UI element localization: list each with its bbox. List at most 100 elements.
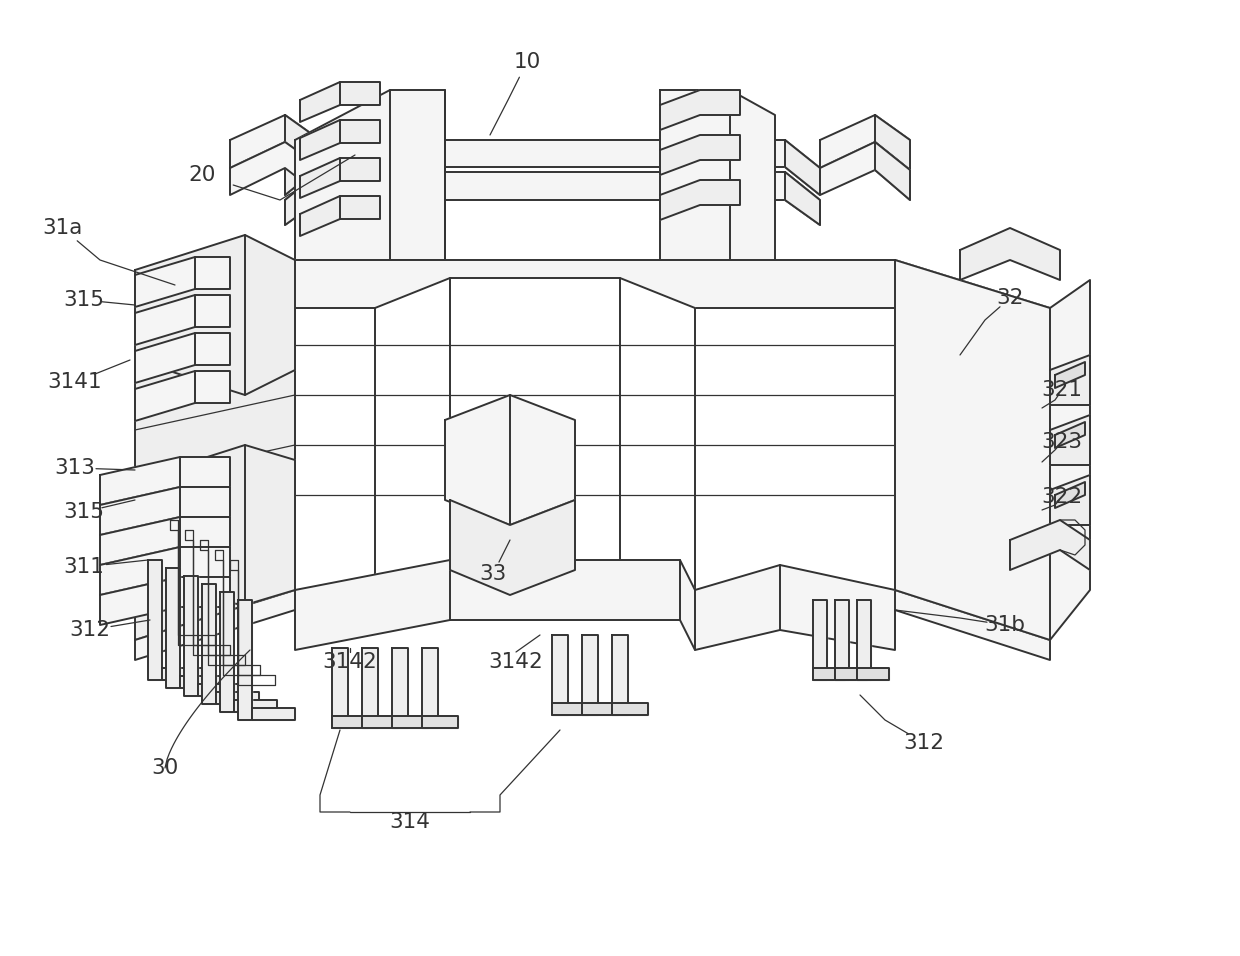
Polygon shape xyxy=(135,445,295,605)
Polygon shape xyxy=(1055,482,1085,508)
Polygon shape xyxy=(135,333,229,383)
Polygon shape xyxy=(332,648,348,728)
Polygon shape xyxy=(362,716,398,728)
Text: 312: 312 xyxy=(904,733,945,753)
Text: 3142: 3142 xyxy=(489,652,543,672)
Polygon shape xyxy=(229,115,320,168)
Polygon shape xyxy=(252,708,295,720)
Polygon shape xyxy=(135,308,295,640)
Polygon shape xyxy=(300,82,379,122)
Polygon shape xyxy=(1055,422,1085,448)
Polygon shape xyxy=(285,172,320,225)
Polygon shape xyxy=(613,703,649,715)
Polygon shape xyxy=(100,487,229,535)
Polygon shape xyxy=(857,600,870,680)
Polygon shape xyxy=(332,716,368,728)
Polygon shape xyxy=(895,308,1050,590)
Polygon shape xyxy=(660,135,740,175)
Polygon shape xyxy=(295,560,694,650)
Polygon shape xyxy=(135,590,1050,660)
Text: 3142: 3142 xyxy=(322,652,377,672)
Polygon shape xyxy=(1050,475,1090,525)
Polygon shape xyxy=(135,260,1050,358)
Text: 3141: 3141 xyxy=(47,372,103,392)
Polygon shape xyxy=(875,115,910,170)
Polygon shape xyxy=(219,592,234,712)
Polygon shape xyxy=(1055,362,1085,388)
Polygon shape xyxy=(198,684,241,696)
Polygon shape xyxy=(285,140,320,195)
Text: 312: 312 xyxy=(69,620,110,640)
Polygon shape xyxy=(785,140,820,195)
Text: 33: 33 xyxy=(480,564,507,584)
Text: 313: 313 xyxy=(55,458,95,478)
Polygon shape xyxy=(582,635,598,715)
Polygon shape xyxy=(857,668,889,680)
Polygon shape xyxy=(295,90,445,308)
Text: 323: 323 xyxy=(1042,432,1083,452)
Polygon shape xyxy=(148,560,162,680)
Polygon shape xyxy=(875,142,910,200)
Polygon shape xyxy=(162,668,205,680)
Polygon shape xyxy=(100,457,229,505)
Polygon shape xyxy=(180,676,223,688)
Text: 315: 315 xyxy=(63,502,104,522)
Polygon shape xyxy=(300,158,379,198)
Polygon shape xyxy=(100,577,229,625)
Polygon shape xyxy=(1050,415,1090,465)
Polygon shape xyxy=(835,668,867,680)
Polygon shape xyxy=(135,295,229,345)
Polygon shape xyxy=(202,584,216,704)
Polygon shape xyxy=(552,635,568,715)
Polygon shape xyxy=(135,371,229,421)
Polygon shape xyxy=(184,576,198,696)
Text: 31b: 31b xyxy=(985,615,1025,635)
Polygon shape xyxy=(813,600,827,680)
Polygon shape xyxy=(895,260,1090,640)
Polygon shape xyxy=(785,172,820,225)
Polygon shape xyxy=(450,500,575,595)
Polygon shape xyxy=(835,600,849,680)
Polygon shape xyxy=(285,140,820,195)
Polygon shape xyxy=(422,648,438,728)
Polygon shape xyxy=(660,90,740,130)
Polygon shape xyxy=(234,700,277,712)
Text: 20: 20 xyxy=(188,165,216,185)
Polygon shape xyxy=(285,172,820,225)
Polygon shape xyxy=(1011,520,1090,570)
Text: 314: 314 xyxy=(389,812,430,832)
Polygon shape xyxy=(300,196,379,236)
Polygon shape xyxy=(238,600,252,720)
Text: 30: 30 xyxy=(151,758,179,778)
Polygon shape xyxy=(100,547,229,595)
Polygon shape xyxy=(582,703,618,715)
Polygon shape xyxy=(229,142,320,195)
Text: 321: 321 xyxy=(1042,380,1083,400)
Text: 311: 311 xyxy=(63,557,104,577)
Polygon shape xyxy=(813,668,844,680)
Polygon shape xyxy=(392,716,428,728)
Polygon shape xyxy=(660,180,740,220)
Polygon shape xyxy=(820,142,910,200)
Polygon shape xyxy=(1050,355,1090,405)
Polygon shape xyxy=(392,648,408,728)
Polygon shape xyxy=(285,115,320,167)
Polygon shape xyxy=(613,635,627,715)
Polygon shape xyxy=(135,235,295,395)
Polygon shape xyxy=(552,703,588,715)
Polygon shape xyxy=(374,278,694,590)
Text: 31a: 31a xyxy=(42,218,82,238)
Polygon shape xyxy=(445,395,575,525)
Polygon shape xyxy=(820,115,910,170)
Polygon shape xyxy=(300,120,379,160)
Polygon shape xyxy=(694,565,895,650)
Text: 315: 315 xyxy=(63,290,104,310)
Polygon shape xyxy=(166,568,180,688)
Text: 10: 10 xyxy=(513,52,541,72)
Polygon shape xyxy=(100,517,229,565)
Text: 32: 32 xyxy=(996,288,1024,308)
Polygon shape xyxy=(422,716,458,728)
Polygon shape xyxy=(216,692,259,704)
Text: 322: 322 xyxy=(1042,487,1083,507)
Polygon shape xyxy=(362,648,378,728)
